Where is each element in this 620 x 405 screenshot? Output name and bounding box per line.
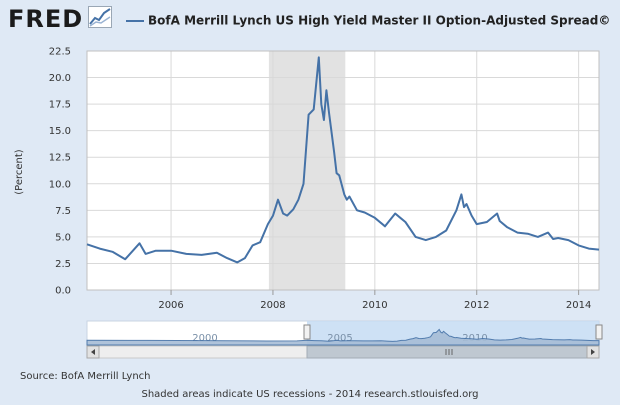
y-tick-label: 7.5 bbox=[55, 206, 71, 217]
navigator-series-area bbox=[86, 328, 600, 346]
x-tick-label: 2008 bbox=[260, 300, 285, 311]
chart-title-text: BofA Merrill Lynch US High Yield Master … bbox=[148, 13, 611, 28]
source-note: Source: BofA Merrill Lynch bbox=[20, 371, 151, 382]
header: FRED BofA Merrill Lynch US High Yield Ma… bbox=[0, 0, 620, 36]
navigator-year-label: 2000 bbox=[192, 333, 217, 344]
y-tick-label: 0.0 bbox=[55, 286, 71, 297]
y-tick-label: 12.5 bbox=[49, 153, 71, 164]
x-tick-label: 2014 bbox=[566, 300, 591, 311]
fred-logo-graph-icon bbox=[88, 6, 112, 28]
x-tick-label: 2006 bbox=[158, 300, 183, 311]
x-tick-label: 2010 bbox=[362, 300, 387, 311]
y-tick-label: 17.5 bbox=[49, 100, 71, 111]
recession-shading bbox=[268, 51, 346, 290]
y-tick-label: 22.5 bbox=[49, 47, 71, 58]
y-tick-label: 20.0 bbox=[49, 73, 71, 84]
scroll-right-arrow-icon bbox=[591, 349, 595, 355]
x-tick-label: 2012 bbox=[464, 300, 489, 311]
series-line[interactable] bbox=[86, 56, 600, 264]
legend-line-swatch bbox=[126, 19, 144, 22]
footer-note: Shaded areas indicate US recessions - 20… bbox=[141, 389, 479, 400]
chart-title: BofA Merrill Lynch US High Yield Master … bbox=[126, 10, 610, 29]
fred-logo[interactable]: FRED bbox=[8, 5, 84, 33]
navigator-handle-left[interactable] bbox=[303, 324, 311, 340]
navigator-year-label: 2010 bbox=[462, 333, 487, 344]
plot-border bbox=[86, 50, 600, 291]
scroll-left-arrow-icon bbox=[91, 349, 95, 355]
y-tick-label: 15.0 bbox=[49, 126, 71, 137]
navigator-year-label: 2005 bbox=[327, 333, 352, 344]
scrollbar-grip-icon bbox=[445, 349, 453, 355]
y-axis-label: (Percent) bbox=[14, 149, 25, 195]
navigator-handle-right[interactable] bbox=[595, 324, 603, 340]
y-tick-label: 2.5 bbox=[55, 259, 71, 270]
y-tick-label: 5.0 bbox=[55, 232, 71, 243]
y-tick-label: 10.0 bbox=[49, 179, 71, 190]
